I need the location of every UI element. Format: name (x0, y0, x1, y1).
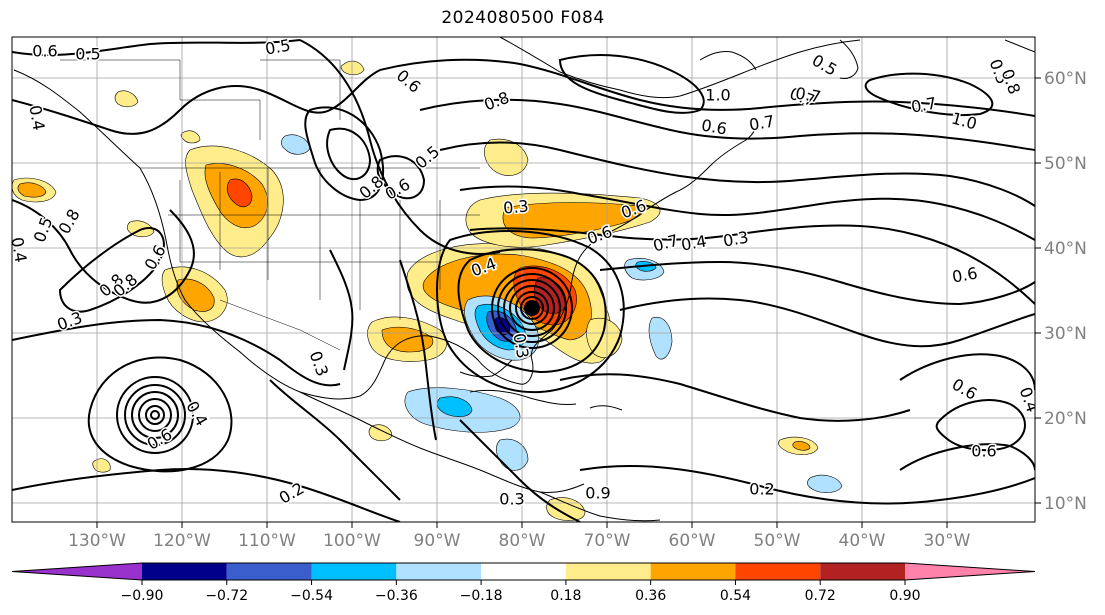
colorbar-segment (226, 563, 312, 580)
contour-label: 0.5 (264, 35, 292, 58)
colorbar-tick-label: −0.90 (121, 588, 164, 604)
colorbar-tick-label: 0.18 (550, 588, 581, 604)
axis-ticks (96, 77, 1041, 528)
colorbar-tick-label: −0.54 (290, 588, 333, 604)
coast-greenland (499, 37, 861, 99)
colorbar-tick-label: 0.72 (805, 588, 836, 604)
colorbar-segment (565, 563, 651, 580)
graticule (12, 37, 1035, 522)
contour-label: 0.6 (971, 442, 996, 461)
lon-label: 90°W (414, 531, 461, 551)
colorbar-tick-label: 0.54 (720, 588, 751, 604)
coastlines (13, 37, 1035, 522)
colorbar-segment (820, 563, 905, 580)
lon-label: 30°W (924, 531, 971, 551)
colorbar-extend-high (905, 563, 1035, 580)
contour-label: 0.6 (32, 42, 57, 61)
colorbar-tick-label: −0.18 (460, 588, 503, 604)
contour-label: 0.6 (951, 263, 979, 286)
colorbar-tick-label: 0.36 (635, 588, 666, 604)
lat-label: 40°N (1044, 239, 1087, 259)
coast-north-america (13, 69, 757, 400)
colorbar-extend-low (12, 563, 142, 580)
map-frame (11, 36, 1036, 523)
contour-label: 0.2 (749, 480, 774, 499)
lat-label: 60°N (1044, 69, 1087, 89)
contour-label: 0.4 (7, 236, 30, 264)
colorbar-tick-label: −0.72 (205, 588, 248, 604)
contour-label: 0.5 (75, 45, 100, 64)
contour-label: 0.9 (585, 484, 610, 503)
colorbar-segment (650, 563, 736, 580)
colorbar-tick-label: −0.36 (375, 588, 418, 604)
contour-label: 0.3 (502, 196, 529, 217)
map-panel: 0.6 0.5 0.50.40.60.80.50.70.51.00.70.60.71… (7, 35, 1035, 522)
contour-label: 0.4 (25, 104, 48, 132)
lon-label: 70°W (584, 531, 631, 551)
lon-label: 100°W (323, 531, 381, 551)
longitude-axis: 130°W 120°W 110°W 100°W 90°W 80°W 70°W 6… (68, 531, 971, 551)
colorbar-segment (735, 563, 821, 580)
coast-south-america (539, 491, 661, 522)
lon-label: 110°W (238, 531, 296, 551)
coast-cuba (469, 389, 577, 405)
lat-label: 20°N (1044, 409, 1087, 429)
coast-hispaniola (589, 405, 623, 411)
lon-label: 120°W (153, 531, 211, 551)
contour-label: 0.4 (680, 231, 708, 254)
lat-label: 30°N (1044, 324, 1087, 344)
contour-label: 0.3 (722, 227, 750, 250)
lon-label: 40°W (839, 531, 886, 551)
contour-label: 1.0 (705, 86, 730, 105)
latitude-axis: 60°N 50°N 40°N 30°N 20°N 10°N (1044, 69, 1087, 514)
lon-label: 80°W (499, 531, 546, 551)
lat-label: 50°N (1044, 154, 1087, 174)
colorbar-tick-label: 0.90 (889, 588, 920, 604)
contour-lines (12, 39, 1035, 522)
contour-label: 0.3 (499, 490, 524, 509)
cyclone-center-marker (524, 300, 540, 316)
lat-label: 10°N (1044, 494, 1087, 514)
colorbar: −0.90 −0.72 −0.54 −0.36 −0.18 0.18 0.36 0.54 0.7… (11, 562, 1036, 604)
map-title: 2024080500 F084 (441, 8, 605, 28)
lon-label: 50°W (754, 531, 801, 551)
lon-label: 60°W (669, 531, 716, 551)
colorbar-segment (142, 563, 227, 580)
colorbar-segment (481, 563, 566, 580)
colorbar-segment (311, 563, 397, 580)
political-borders (60, 59, 480, 351)
lon-label: 130°W (68, 531, 126, 551)
colorbar-segment (396, 563, 482, 580)
